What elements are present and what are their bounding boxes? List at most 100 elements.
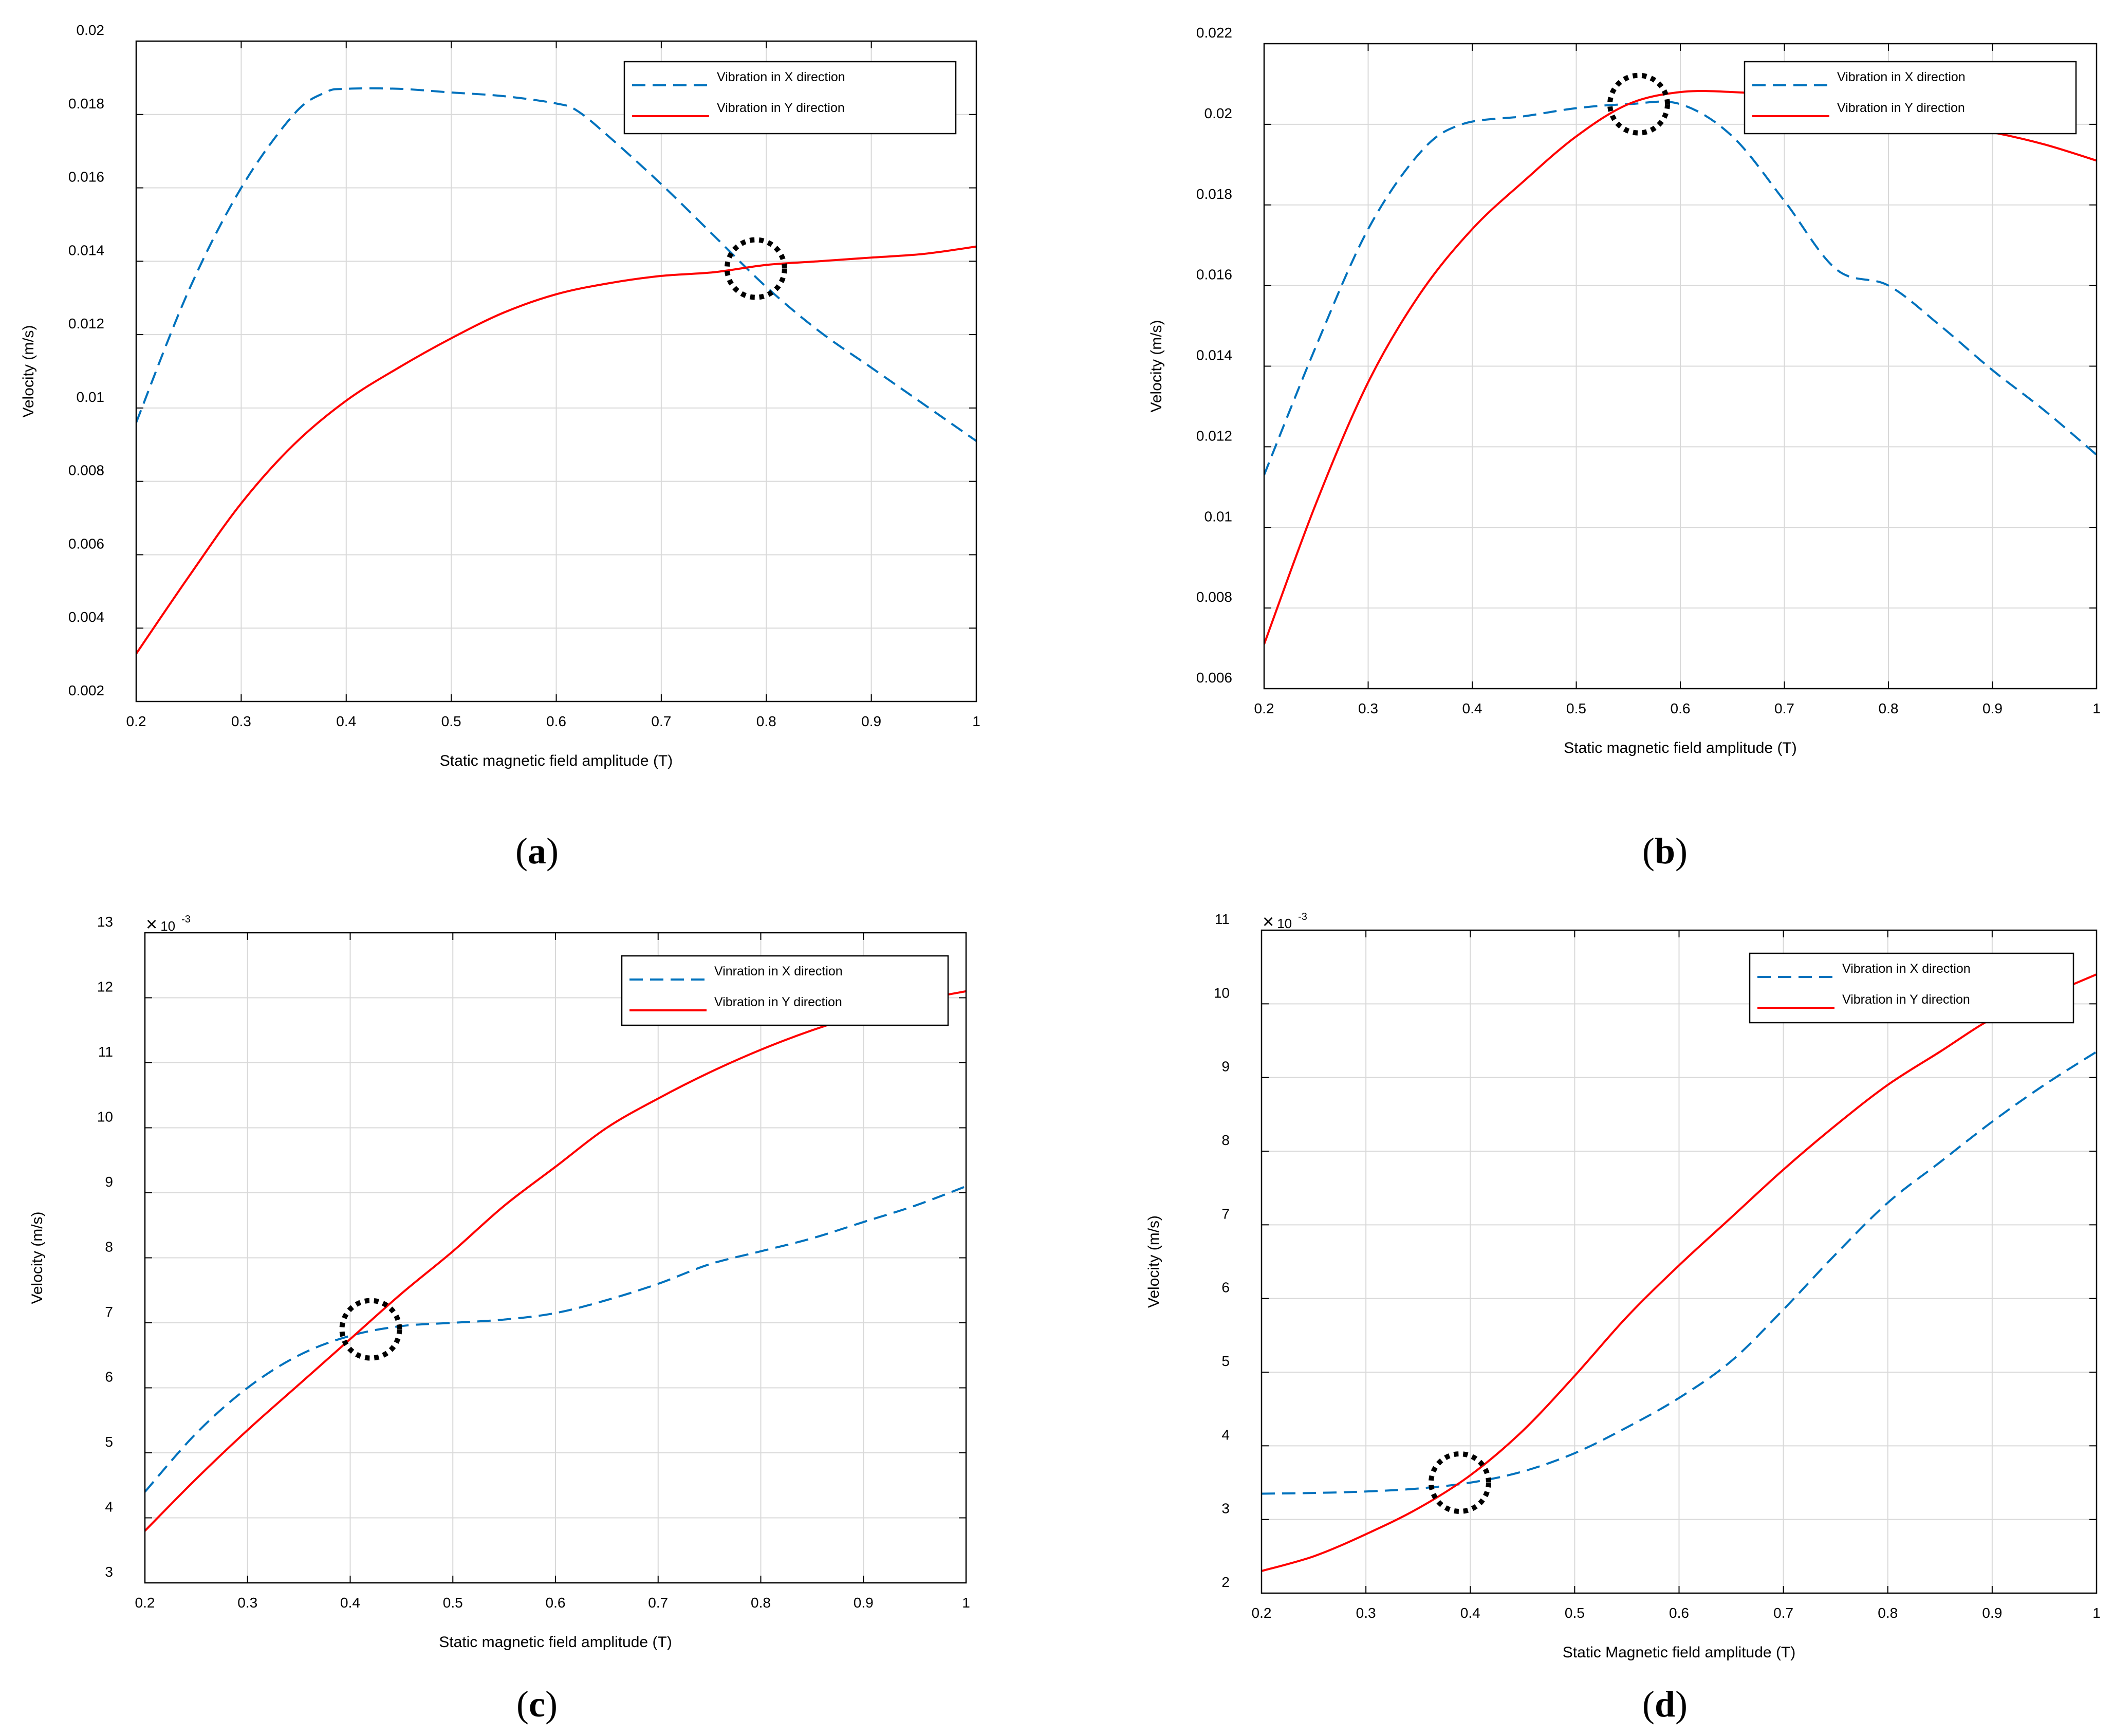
x-tick-label: 0.5 bbox=[441, 713, 461, 729]
x-axis-label: Static magnetic field amplitude (T) bbox=[439, 1634, 672, 1651]
series-line-x-direction bbox=[1264, 100, 2097, 476]
legend-entry-label: Vibration in Y direction bbox=[1837, 101, 1965, 115]
y-tick-label: 8 bbox=[105, 1239, 113, 1255]
legend-box bbox=[623, 61, 957, 135]
legend-entry-label: Vibration in X direction bbox=[717, 70, 845, 84]
x-axis-label: Static Magnetic field amplitude (T) bbox=[1563, 1644, 1796, 1661]
x-tick-label: 0.9 bbox=[1982, 700, 2003, 716]
y-tick-label: 9 bbox=[1221, 1059, 1230, 1075]
series-line-y-direction bbox=[1262, 973, 2097, 1572]
legend-entry-label: Vibration in Y direction bbox=[1842, 992, 1970, 1007]
y-tick-label: 4 bbox=[1221, 1427, 1230, 1443]
y-tick-label: 0.012 bbox=[1196, 428, 1232, 444]
x-tick-label: 0.6 bbox=[1671, 700, 1691, 716]
y-tick-label: 9 bbox=[105, 1174, 113, 1190]
y-tick-label: 0.008 bbox=[68, 463, 104, 478]
legend-box bbox=[1744, 61, 2077, 135]
y-tick-label: 0.02 bbox=[77, 22, 105, 38]
y-tick-label: 5 bbox=[105, 1434, 113, 1450]
y-tick-label: 11 bbox=[98, 1044, 113, 1060]
y-tick-label: 10 bbox=[97, 1109, 113, 1125]
highlight-circle bbox=[1428, 1451, 1491, 1514]
x-tick-label: 0.3 bbox=[1356, 1605, 1376, 1621]
y-tick-label: 0.02 bbox=[1204, 105, 1233, 121]
x-tick-label: 0.3 bbox=[231, 713, 251, 729]
chart-panel-c: 0.2 0.3 0.4 0.5 0.6 0.7 0.8 0.9 1345678910111213… bbox=[29, 914, 970, 1725]
chart-panel-b: 0.2 0.3 0.4 0.5 0.6 0.7 0.8 0.9 1 0.006 0.008 0.01 0… bbox=[1148, 25, 2101, 872]
x-tick-label: 0.6 bbox=[546, 1595, 566, 1611]
x-tick-label: 0.7 bbox=[651, 713, 671, 729]
x-tick-label: 0.4 bbox=[1460, 1605, 1480, 1621]
y-tick-label: 0.018 bbox=[1196, 186, 1232, 202]
chart-panel-d: 0.2 0.3 0.4 0.5 0.6 0.7 0.8 0.9 1 2 3 4 5 6 7 8 9 10 11 × 10… bbox=[1145, 911, 2101, 1725]
x-tick-label: 0.2 bbox=[126, 713, 146, 729]
y-tick-label: 2 bbox=[1221, 1574, 1230, 1590]
legend: Vinration in X direction Vibration in Y d… bbox=[621, 955, 949, 1026]
legend-entry-label: Vibration in X direction bbox=[1837, 70, 1966, 84]
x-tick-label: 0.5 bbox=[443, 1595, 463, 1611]
legend: Vibration in X direction Vibration in Y d… bbox=[1749, 952, 2074, 1024]
panel-label: (a) bbox=[515, 830, 559, 872]
highlight-circle bbox=[1607, 72, 1670, 136]
x-tick-label: 0.7 bbox=[648, 1595, 668, 1611]
y-tick-label: 10 bbox=[1214, 985, 1230, 1001]
legend-entry-label: Vibration in X direction bbox=[1842, 962, 1971, 976]
highlight-circle bbox=[724, 237, 787, 300]
y-tick-label: 0.016 bbox=[1196, 267, 1232, 283]
x-tick-label: 0.2 bbox=[135, 1595, 155, 1611]
x-tick-label: 0.2 bbox=[1254, 700, 1274, 716]
series-line-x-direction bbox=[136, 87, 976, 442]
y-tick-label: 0.01 bbox=[1204, 508, 1233, 524]
y-tick-label: 0.004 bbox=[68, 609, 104, 625]
y-tick-label: 11 bbox=[1215, 911, 1230, 927]
axis-exponent-label: × 10 -3 bbox=[1263, 911, 1307, 933]
y-tick-label: 0.002 bbox=[68, 682, 104, 698]
x-tick-label: 0.8 bbox=[1879, 700, 1899, 716]
y-axis-label: Velocity (m/s) bbox=[20, 325, 37, 417]
x-tick-label: 0.4 bbox=[336, 713, 356, 729]
series-line-y-direction bbox=[136, 245, 976, 655]
series-line-y-direction bbox=[145, 990, 966, 1532]
x-tick-label: 0.8 bbox=[1878, 1605, 1898, 1621]
y-axis-label: Velocity (m/s) bbox=[29, 1211, 46, 1304]
x-tick-label: 0.9 bbox=[1982, 1605, 2002, 1621]
y-tick-label: 3 bbox=[1221, 1501, 1230, 1517]
y-tick-label: 0.008 bbox=[1196, 589, 1232, 605]
x-tick-label: 0.8 bbox=[756, 713, 776, 729]
x-tick-label: 0.5 bbox=[1566, 700, 1586, 716]
x-tick-label: 1 bbox=[972, 713, 980, 729]
y-tick-label: 0.014 bbox=[68, 242, 104, 258]
x-tick-label: 0.3 bbox=[1358, 700, 1378, 716]
x-tick-label: 0.7 bbox=[1773, 1605, 1793, 1621]
y-tick-label: 8 bbox=[1221, 1132, 1230, 1148]
y-tick-label: 4 bbox=[105, 1499, 113, 1515]
y-tick-label: 0.01 bbox=[77, 389, 105, 405]
legend-box bbox=[621, 955, 949, 1026]
x-tick-label: 0.4 bbox=[340, 1595, 360, 1611]
x-tick-label: 0.6 bbox=[1669, 1605, 1689, 1621]
panel-label: (d) bbox=[1642, 1684, 1688, 1725]
y-tick-label: 6 bbox=[1221, 1280, 1230, 1296]
y-tick-label: 0.006 bbox=[1196, 670, 1232, 686]
x-axis-label: Static magnetic field amplitude (T) bbox=[440, 752, 673, 769]
y-tick-label: 0.022 bbox=[1196, 25, 1232, 41]
y-tick-label: 7 bbox=[1221, 1206, 1230, 1222]
highlight-circle bbox=[339, 1298, 402, 1361]
y-tick-label: 6 bbox=[105, 1369, 113, 1385]
x-tick-label: 1 bbox=[962, 1595, 970, 1611]
x-tick-label: 1 bbox=[2092, 1605, 2101, 1621]
legend-entry-label: Vibration in Y direction bbox=[714, 995, 842, 1009]
y-tick-label: 13 bbox=[97, 914, 113, 930]
x-tick-label: 0.9 bbox=[861, 713, 881, 729]
y-tick-label: 0.014 bbox=[1196, 347, 1232, 363]
axis-exponent-label: × 10 -3 bbox=[146, 914, 191, 935]
x-tick-label: 1 bbox=[2092, 700, 2101, 716]
x-tick-label: 0.4 bbox=[1462, 700, 1482, 716]
legend-entry-label: Vinration in X direction bbox=[714, 964, 843, 978]
x-tick-label: 0.9 bbox=[854, 1595, 874, 1611]
x-tick-label: 0.3 bbox=[237, 1595, 257, 1611]
x-tick-label: 0.6 bbox=[546, 713, 566, 729]
x-axis-label: Static magnetic field amplitude (T) bbox=[1564, 740, 1797, 756]
x-tick-label: 0.2 bbox=[1252, 1605, 1272, 1621]
